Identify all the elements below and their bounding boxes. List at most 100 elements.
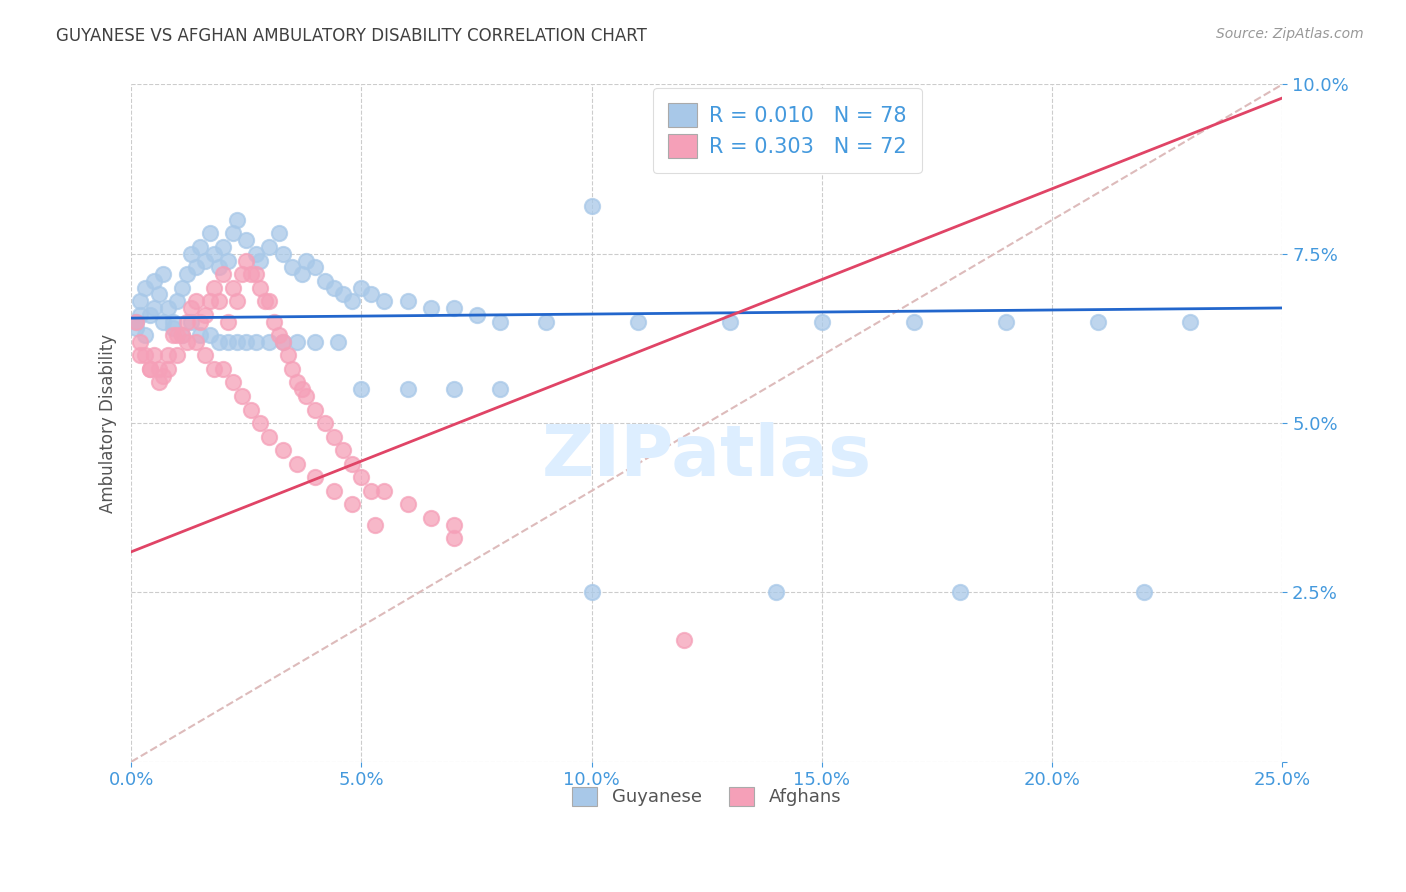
- Point: [332, 443, 354, 458]
- Point: [332, 287, 354, 301]
- Point: [259, 334, 281, 349]
- Point: [138, 362, 160, 376]
- Point: [143, 301, 166, 315]
- Point: [125, 314, 148, 328]
- Point: [465, 308, 488, 322]
- Point: [350, 470, 373, 484]
- Point: [162, 321, 184, 335]
- Point: [534, 314, 557, 328]
- Point: [277, 348, 299, 362]
- Point: [162, 328, 184, 343]
- Point: [322, 483, 344, 498]
- Point: [239, 267, 262, 281]
- Point: [129, 348, 152, 362]
- Point: [443, 301, 465, 315]
- Point: [259, 430, 281, 444]
- Point: [235, 253, 257, 268]
- Point: [235, 233, 257, 247]
- Point: [322, 280, 344, 294]
- Point: [267, 328, 290, 343]
- Point: [170, 328, 193, 343]
- Point: [396, 382, 419, 396]
- Point: [157, 301, 180, 315]
- Point: [188, 314, 211, 328]
- Point: [765, 585, 787, 599]
- Point: [488, 314, 510, 328]
- Point: [360, 287, 382, 301]
- Point: [208, 260, 231, 275]
- Point: [1087, 314, 1109, 328]
- Point: [194, 348, 217, 362]
- Point: [245, 246, 267, 260]
- Point: [271, 443, 294, 458]
- Point: [198, 294, 221, 309]
- Point: [581, 199, 603, 213]
- Point: [162, 314, 184, 328]
- Point: [443, 382, 465, 396]
- Point: [235, 334, 257, 349]
- Point: [350, 382, 373, 396]
- Point: [217, 253, 239, 268]
- Point: [180, 314, 202, 328]
- Point: [364, 517, 387, 532]
- Point: [267, 227, 290, 241]
- Point: [271, 334, 294, 349]
- Point: [148, 362, 170, 376]
- Point: [170, 280, 193, 294]
- Point: [249, 253, 271, 268]
- Point: [217, 334, 239, 349]
- Point: [373, 294, 395, 309]
- Point: [443, 531, 465, 545]
- Point: [152, 267, 174, 281]
- Point: [419, 301, 441, 315]
- Point: [166, 348, 188, 362]
- Y-axis label: Ambulatory Disability: Ambulatory Disability: [100, 334, 117, 513]
- Point: [202, 246, 225, 260]
- Point: [148, 287, 170, 301]
- Point: [143, 274, 166, 288]
- Point: [152, 368, 174, 383]
- Point: [396, 497, 419, 511]
- Point: [134, 280, 156, 294]
- Point: [672, 632, 695, 647]
- Point: [208, 334, 231, 349]
- Point: [811, 314, 834, 328]
- Point: [396, 294, 419, 309]
- Point: [194, 308, 217, 322]
- Point: [718, 314, 741, 328]
- Point: [581, 585, 603, 599]
- Point: [226, 213, 249, 227]
- Point: [291, 267, 314, 281]
- Point: [295, 253, 318, 268]
- Point: [129, 294, 152, 309]
- Point: [249, 416, 271, 430]
- Point: [304, 470, 326, 484]
- Point: [180, 301, 202, 315]
- Point: [281, 362, 304, 376]
- Point: [271, 334, 294, 349]
- Point: [125, 314, 148, 328]
- Text: GUYANESE VS AFGHAN AMBULATORY DISABILITY CORRELATION CHART: GUYANESE VS AFGHAN AMBULATORY DISABILITY…: [56, 27, 647, 45]
- Point: [342, 457, 364, 471]
- Point: [226, 294, 249, 309]
- Point: [1180, 314, 1202, 328]
- Legend: Guyanese, Afghans: Guyanese, Afghans: [565, 780, 849, 814]
- Point: [166, 294, 188, 309]
- Point: [221, 227, 243, 241]
- Point: [285, 457, 308, 471]
- Point: [212, 267, 235, 281]
- Point: [184, 294, 207, 309]
- Point: [259, 240, 281, 254]
- Point: [253, 294, 276, 309]
- Point: [212, 362, 235, 376]
- Point: [304, 334, 326, 349]
- Point: [231, 389, 253, 403]
- Point: [259, 294, 281, 309]
- Point: [198, 227, 221, 241]
- Point: [176, 267, 198, 281]
- Point: [184, 260, 207, 275]
- Point: [188, 328, 211, 343]
- Point: [322, 430, 344, 444]
- Point: [129, 308, 152, 322]
- Point: [226, 334, 249, 349]
